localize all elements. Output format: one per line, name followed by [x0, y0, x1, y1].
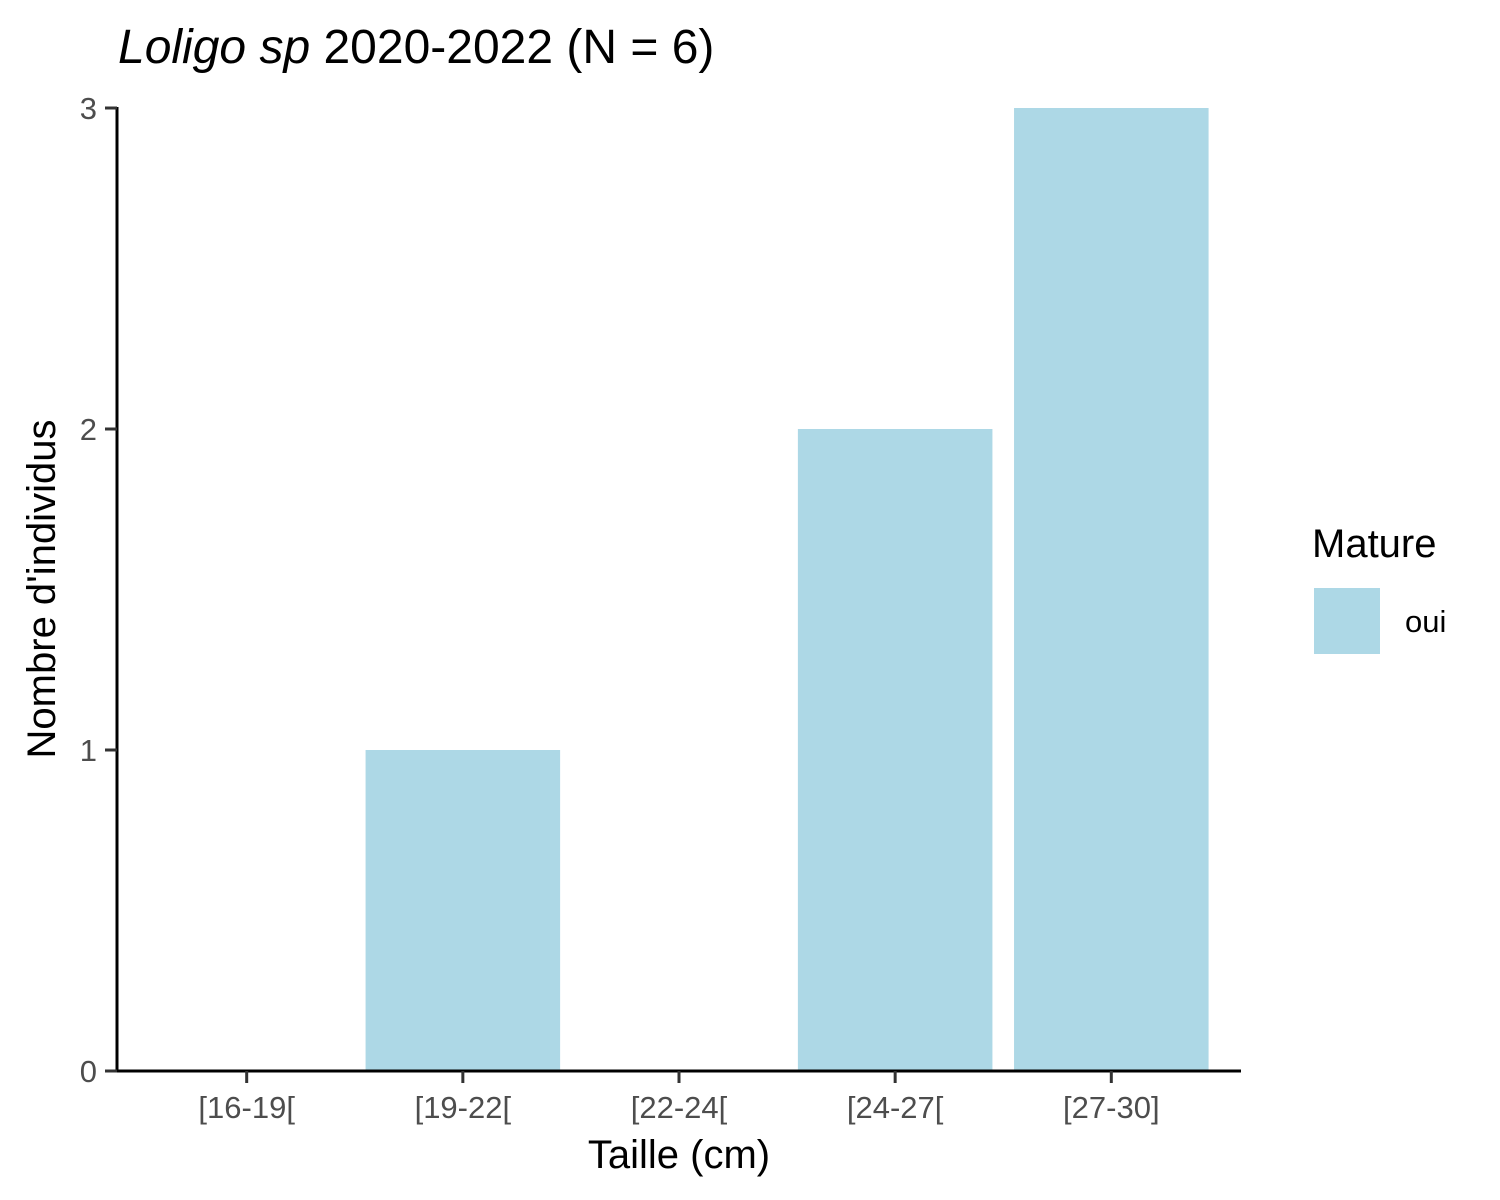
- y-axis-title: Nombre d'individus: [20, 420, 64, 759]
- legend-key-oui: [1314, 588, 1380, 654]
- y-tick-label: 2: [80, 412, 97, 447]
- y-tick-label: 3: [80, 91, 97, 126]
- y-tick-label: 1: [80, 733, 97, 768]
- x-tick-label: [27-30]: [1063, 1090, 1160, 1125]
- x-tick-label: [19-22[: [415, 1090, 512, 1125]
- bars-group: [365, 108, 1209, 1071]
- chart-title-species: Loligo sp: [118, 21, 310, 74]
- legend-title: Mature: [1312, 522, 1437, 566]
- y-ticks-group: 0 1 2 3: [80, 91, 117, 1089]
- bar-27-30: [1014, 108, 1209, 1071]
- y-tick-label: 0: [80, 1054, 97, 1089]
- x-tick-label: [16-19[: [198, 1090, 295, 1125]
- chart-title-rest: 2020-2022 (N = 6): [310, 21, 714, 74]
- legend: Mature oui: [1312, 522, 1446, 654]
- x-ticks-group: [16-19[ [19-22[ [22-24[ [24-27[ [27-30]: [198, 1071, 1160, 1125]
- x-tick-label: [22-24[: [631, 1090, 728, 1125]
- bar-19-22: [365, 750, 561, 1071]
- chart-title: Loligo sp 2020-2022 (N = 6): [118, 21, 714, 74]
- legend-label-oui: oui: [1405, 604, 1446, 639]
- x-axis-title: Taille (cm): [588, 1133, 770, 1177]
- bar-24-27: [797, 429, 993, 1071]
- x-tick-label: [24-27[: [847, 1090, 944, 1125]
